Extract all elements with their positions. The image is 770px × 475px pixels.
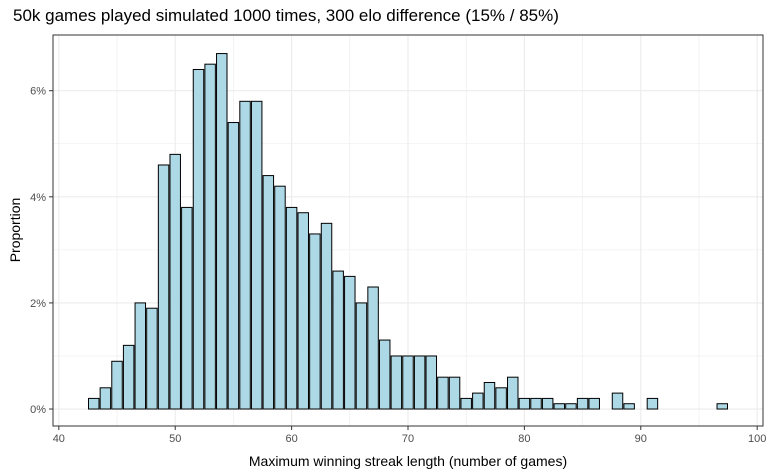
histogram-bar	[402, 355, 414, 410]
histogram-bar	[332, 270, 344, 410]
histogram-bar	[495, 387, 507, 410]
histogram-bar	[134, 302, 147, 410]
histogram-bar	[472, 392, 484, 410]
histogram-bar	[367, 286, 379, 410]
y-tick-label: 2%	[30, 298, 46, 310]
histogram-bar	[611, 392, 624, 410]
histogram-bar	[716, 403, 729, 410]
chart-title: 50k games played simulated 1000 times, 3…	[13, 6, 559, 25]
histogram-bar	[262, 175, 275, 410]
histogram-bar	[111, 360, 123, 410]
histogram-bar	[250, 100, 263, 410]
histogram-bar	[413, 355, 426, 410]
histogram-bar	[192, 68, 205, 410]
x-tick-label: 50	[169, 433, 181, 445]
histogram-bar	[646, 397, 659, 410]
histogram-bar	[378, 339, 391, 410]
x-axis-title: Maximum winning streak length (number of…	[249, 453, 567, 469]
histogram-bar	[565, 403, 577, 410]
histogram-bar	[239, 100, 251, 410]
x-tick-label: 90	[635, 433, 647, 445]
histogram-bar	[274, 185, 286, 410]
histogram-bar	[448, 376, 461, 410]
histogram-bar	[146, 307, 158, 410]
histogram-bar	[530, 397, 542, 410]
histogram-bar	[437, 376, 449, 410]
histogram-bar	[99, 387, 112, 410]
x-tick-label: 60	[285, 433, 297, 445]
histogram-bar	[460, 397, 472, 410]
histogram-bar	[297, 212, 309, 410]
histogram-bar	[157, 164, 170, 410]
bars	[88, 53, 729, 410]
histogram-bar	[169, 153, 181, 410]
histogram-bar	[122, 344, 135, 410]
histogram-bar	[623, 403, 635, 410]
histogram-bar	[181, 206, 193, 410]
y-tick-label: 6%	[30, 86, 46, 98]
histogram-bar	[553, 403, 566, 410]
y-axis-ticks: 0% 2% 4% 6%	[30, 86, 53, 416]
y-tick-label: 4%	[30, 192, 46, 204]
histogram-bar	[588, 397, 600, 410]
histogram-bar	[227, 122, 240, 410]
x-tick-label: 80	[518, 433, 530, 445]
histogram-bar	[285, 206, 298, 410]
x-tick-label: 70	[402, 433, 414, 445]
histogram-bar	[541, 397, 554, 410]
y-axis-title: Proportion	[7, 198, 23, 263]
x-tick-label: 40	[53, 433, 65, 445]
histogram-bar	[518, 397, 531, 410]
histogram-bar	[204, 63, 216, 410]
histogram-bar	[355, 302, 368, 410]
histogram-bar	[507, 376, 519, 410]
histogram-bar	[576, 397, 589, 410]
histogram-bar	[320, 222, 333, 410]
x-tick-label: 100	[748, 433, 766, 445]
x-axis-ticks: 40 50 60 70 80 90 100	[53, 426, 766, 445]
histogram-bar	[425, 355, 438, 410]
histogram-bar	[390, 355, 403, 410]
histogram-bar	[309, 233, 321, 410]
histogram-bar	[483, 381, 496, 410]
histogram-bar	[88, 397, 100, 410]
histogram-bar	[344, 275, 356, 410]
histogram-bar	[216, 53, 228, 410]
y-tick-label: 0%	[30, 404, 46, 416]
